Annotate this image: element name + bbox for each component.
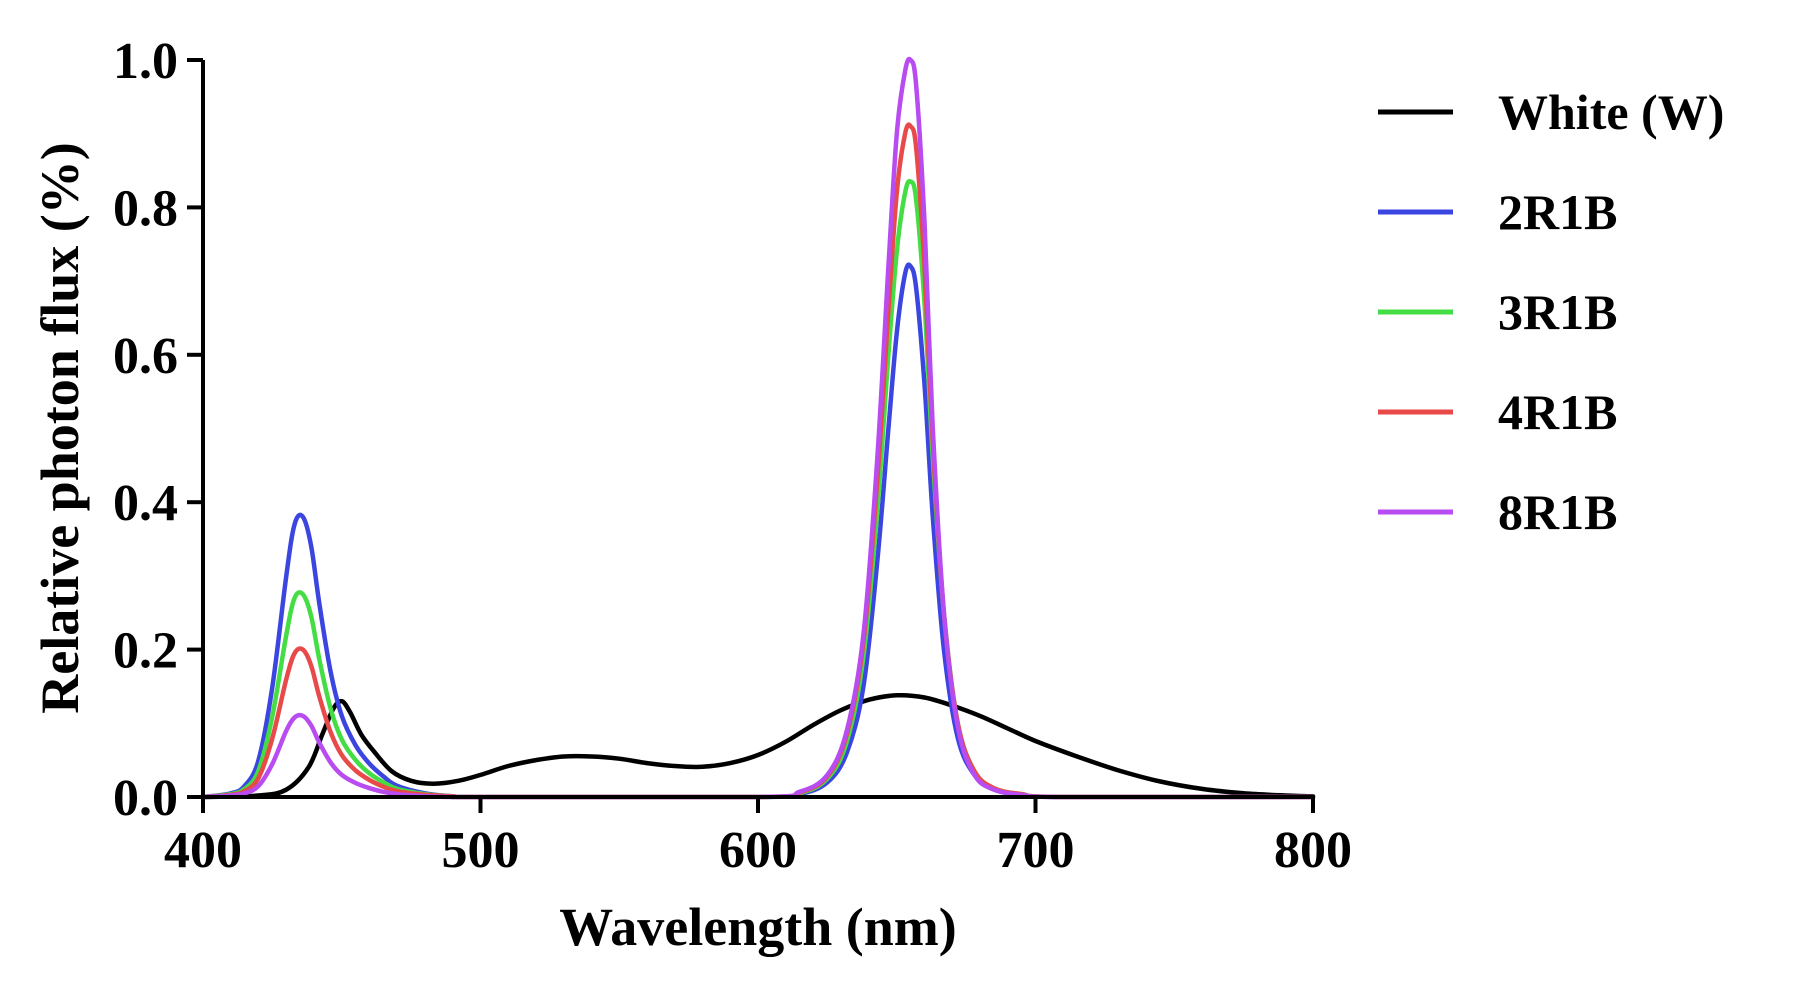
y-tick-label: 0.8 bbox=[113, 180, 178, 237]
legend-label: 8R1B bbox=[1498, 484, 1617, 540]
ticks-layer: 400 500 600 700 800 0.0 0.2 0.4 0.6 0.8 1.0 bbox=[113, 33, 1352, 879]
y-tick-label: 1.0 bbox=[113, 33, 178, 90]
y-tick-label: 0.0 bbox=[113, 770, 178, 827]
legend-label: White (W) bbox=[1498, 84, 1724, 140]
y-tick-label: 0.6 bbox=[113, 328, 178, 385]
legend-label: 4R1B bbox=[1498, 384, 1617, 440]
series-line-8r1b bbox=[200, 56, 1316, 800]
series-line-2r1b bbox=[200, 262, 1316, 800]
y-tick-label: 0.4 bbox=[113, 475, 178, 532]
series-line-4r1b bbox=[200, 122, 1316, 800]
legend-label: 2R1B bbox=[1498, 184, 1617, 240]
y-axis-title: Relative photon flux (%) bbox=[30, 142, 90, 713]
x-tick-label: 400 bbox=[164, 822, 242, 879]
x-axis-title: Wavelength (nm) bbox=[559, 897, 957, 957]
x-tick-label: 500 bbox=[442, 822, 520, 879]
y-tick-label: 0.2 bbox=[113, 623, 178, 680]
x-tick-label: 800 bbox=[1274, 822, 1352, 879]
series-layer bbox=[200, 56, 1316, 800]
legend-label: 3R1B bbox=[1498, 284, 1617, 340]
x-tick-label: 700 bbox=[997, 822, 1075, 879]
legend: White (W) 2R1B 3R1B 4R1B 8R1B bbox=[1378, 84, 1724, 540]
x-tick-label: 600 bbox=[719, 822, 797, 879]
series-line-white-w bbox=[200, 692, 1316, 800]
axes-layer bbox=[201, 60, 1315, 799]
series-line-3r1b bbox=[200, 178, 1316, 800]
